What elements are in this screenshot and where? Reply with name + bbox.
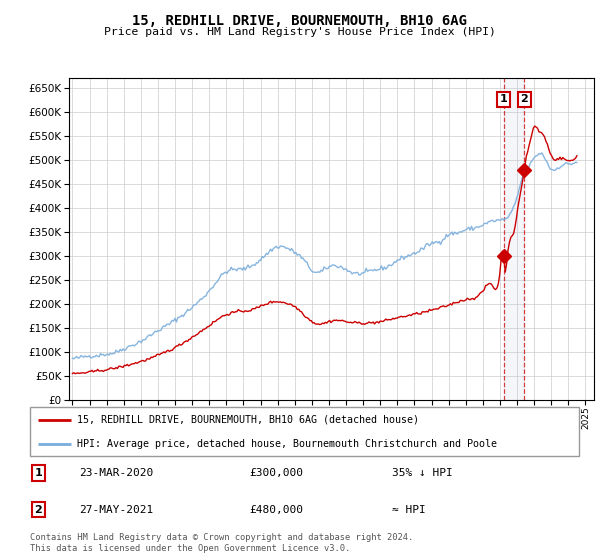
Text: 27-MAY-2021: 27-MAY-2021 <box>79 505 154 515</box>
Text: 15, REDHILL DRIVE, BOURNEMOUTH, BH10 6AG: 15, REDHILL DRIVE, BOURNEMOUTH, BH10 6AG <box>133 14 467 28</box>
Text: Contains HM Land Registry data © Crown copyright and database right 2024.
This d: Contains HM Land Registry data © Crown c… <box>30 533 413 553</box>
Text: HPI: Average price, detached house, Bournemouth Christchurch and Poole: HPI: Average price, detached house, Bour… <box>77 438 497 449</box>
Text: 23-MAR-2020: 23-MAR-2020 <box>79 468 154 478</box>
FancyBboxPatch shape <box>30 407 579 456</box>
Text: 1: 1 <box>34 468 42 478</box>
Text: £480,000: £480,000 <box>250 505 304 515</box>
Text: 35% ↓ HPI: 35% ↓ HPI <box>392 468 453 478</box>
Text: £300,000: £300,000 <box>250 468 304 478</box>
Bar <box>504 78 524 400</box>
Text: 2: 2 <box>34 505 42 515</box>
Text: Price paid vs. HM Land Registry's House Price Index (HPI): Price paid vs. HM Land Registry's House … <box>104 27 496 37</box>
Text: 2: 2 <box>520 94 528 104</box>
Text: ≈ HPI: ≈ HPI <box>392 505 426 515</box>
Text: 1: 1 <box>500 94 508 104</box>
Text: 15, REDHILL DRIVE, BOURNEMOUTH, BH10 6AG (detached house): 15, REDHILL DRIVE, BOURNEMOUTH, BH10 6AG… <box>77 415 419 425</box>
